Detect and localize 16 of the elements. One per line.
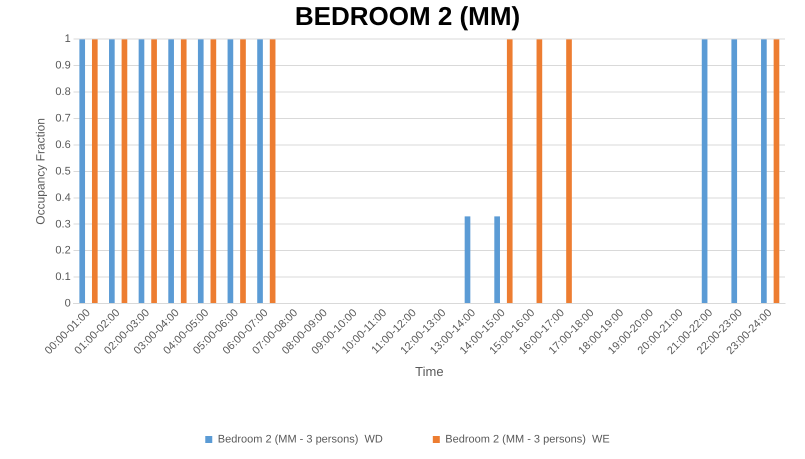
y-tick-label: 0.9 bbox=[55, 60, 71, 72]
y-axis-title: Occupancy Fraction bbox=[34, 118, 48, 225]
y-tick-label: 0 bbox=[64, 298, 71, 310]
y-tick-label: 0.6 bbox=[55, 138, 71, 151]
y-tick-label: 0.2 bbox=[55, 244, 71, 257]
y-tick-label: 0.1 bbox=[55, 271, 71, 284]
y-tick-label: 0.4 bbox=[55, 192, 71, 204]
legend-label: Bedroom 2 (MM - 3 persons) WD bbox=[218, 434, 383, 446]
y-tick-label: 0.7 bbox=[55, 112, 71, 125]
legend-label: Bedroom 2 (MM - 3 persons) WE bbox=[445, 434, 610, 446]
y-tick-label: 1 bbox=[64, 33, 71, 46]
y-tick-label: 0.3 bbox=[55, 218, 71, 230]
y-tick-label: 0.5 bbox=[55, 165, 71, 178]
chart-title: BEDROOM 2 (MM) bbox=[294, 0, 520, 31]
x-axis-title: Time bbox=[415, 364, 444, 379]
y-tick-label: 0.8 bbox=[55, 86, 71, 98]
